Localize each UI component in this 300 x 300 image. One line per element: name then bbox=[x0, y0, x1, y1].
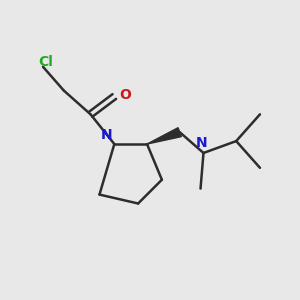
Text: Cl: Cl bbox=[38, 55, 53, 69]
Text: N: N bbox=[196, 136, 208, 150]
Text: O: O bbox=[119, 88, 131, 102]
Polygon shape bbox=[147, 128, 181, 144]
Text: N: N bbox=[101, 128, 113, 142]
